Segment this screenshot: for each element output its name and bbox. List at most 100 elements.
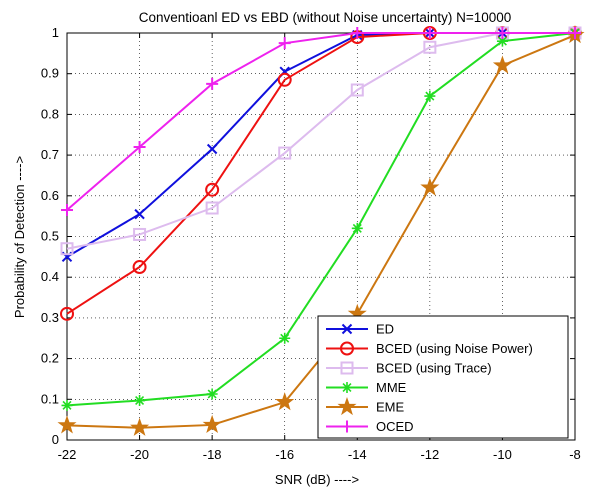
legend-box — [317, 315, 569, 439]
plus-marker — [278, 37, 291, 50]
square-marker — [133, 227, 147, 241]
asterisk-marker — [341, 382, 353, 393]
data-point-plus — [569, 27, 581, 39]
star-marker — [57, 415, 77, 434]
data-point-star — [275, 392, 295, 411]
y-tick-label: 1 — [52, 25, 59, 40]
data-point-star — [57, 415, 77, 434]
y-tick-label: 0.8 — [41, 106, 59, 121]
legend-label: BCED (using Noise Power) — [376, 341, 533, 356]
y-tick-label: 0.2 — [41, 351, 59, 366]
y-tick-label: 0.5 — [41, 229, 59, 244]
legend-label: ED — [376, 322, 394, 337]
x-tick-label: -16 — [275, 447, 294, 462]
asterisk-marker — [424, 90, 436, 102]
data-point-asterisk — [279, 332, 291, 344]
x-tick-label: -12 — [420, 447, 439, 462]
x-marker — [206, 143, 218, 155]
data-point-plus — [341, 420, 353, 433]
plus-marker — [496, 27, 509, 39]
plus-marker — [569, 27, 581, 39]
data-point-asterisk — [351, 222, 363, 234]
y-tick-label: 0.3 — [41, 310, 59, 325]
plus-marker — [206, 77, 219, 90]
data-point-star — [202, 414, 222, 434]
square-marker — [350, 83, 364, 97]
data-point-square — [60, 242, 74, 256]
star-marker — [337, 396, 357, 416]
circle-marker — [277, 72, 292, 87]
y-tick-label: 0.7 — [41, 147, 59, 162]
series-line — [66, 32, 576, 407]
legend: ED BCED (using Noise Power) BCED (using Tr… — [317, 315, 569, 439]
legend-label: OCED — [376, 419, 414, 434]
data-point-circle — [205, 182, 220, 197]
chart-title: Conventioanl ED vs EBD (without Noise un… — [139, 10, 512, 25]
y-tick-label: 0.9 — [41, 66, 59, 81]
y-axis-label: Probability of Detection ----> — [12, 156, 27, 318]
legend-entry: ED — [326, 322, 394, 337]
legend-label: BCED (using Trace) — [376, 361, 492, 376]
data-point-star — [492, 55, 512, 74]
legend-label: MME — [376, 380, 407, 395]
data-point-square — [340, 361, 354, 375]
y-tick-label: 0.1 — [41, 391, 59, 406]
data-point-circle — [60, 306, 74, 321]
series-line — [66, 32, 575, 211]
data-point-square — [350, 83, 364, 97]
data-point-square — [205, 201, 219, 215]
legend-entry: MME — [326, 380, 407, 395]
star-marker — [492, 55, 512, 74]
asterisk-marker — [351, 222, 363, 234]
data-point-square — [278, 146, 292, 160]
circle-marker — [205, 182, 220, 197]
data-point-star — [130, 417, 150, 436]
y-tick-label: 0.4 — [41, 269, 59, 284]
legend-label: EME — [376, 400, 405, 415]
data-point-x — [341, 323, 353, 335]
square-marker — [205, 201, 219, 215]
data-point-circle — [277, 72, 292, 87]
plus-marker — [61, 204, 73, 217]
data-point-circle — [132, 260, 147, 275]
x-marker — [134, 208, 145, 220]
axes: -22 -20 -18 -16 -14 -12 -10 -8 0 0.1 0.2 0.3 0.4 0.5 0… — [41, 25, 581, 462]
series-mme — [61, 27, 581, 411]
data-point-star — [420, 177, 440, 196]
plus-marker — [133, 140, 146, 153]
circle-marker — [60, 306, 74, 321]
data-point-asterisk — [206, 388, 218, 400]
asterisk-marker — [206, 388, 218, 400]
star-marker — [130, 417, 150, 436]
circle-marker — [340, 341, 354, 356]
data-point-asterisk — [424, 90, 436, 102]
legend-entry: BCED (using Trace) — [326, 361, 492, 376]
plus-marker — [423, 27, 436, 39]
data-point-asterisk — [61, 399, 73, 411]
y-tick-label: 0 — [52, 432, 59, 447]
legend-entry: EME — [326, 396, 405, 416]
x-tick-label: -8 — [569, 447, 581, 462]
data-point-asterisk — [496, 35, 508, 47]
data-point-square — [423, 40, 437, 54]
asterisk-marker — [134, 395, 146, 407]
data-point-plus — [278, 37, 291, 50]
data-point-plus — [133, 140, 146, 153]
star-marker — [275, 392, 295, 411]
circle-marker — [132, 260, 147, 275]
data-point-circle — [340, 341, 354, 356]
asterisk-marker — [496, 35, 508, 47]
data-point-star — [337, 396, 357, 416]
data-point-plus — [61, 204, 73, 217]
data-point-asterisk — [134, 395, 146, 407]
data-point-asterisk — [341, 382, 353, 393]
data-point-x — [134, 208, 145, 220]
data-point-plus — [206, 77, 219, 90]
x-axis-label: SNR (dB) ----> — [275, 472, 359, 487]
plus-marker — [341, 420, 353, 433]
square-marker — [340, 361, 354, 375]
square-marker — [60, 242, 74, 256]
x-marker — [341, 323, 353, 335]
series-line — [66, 32, 575, 250]
